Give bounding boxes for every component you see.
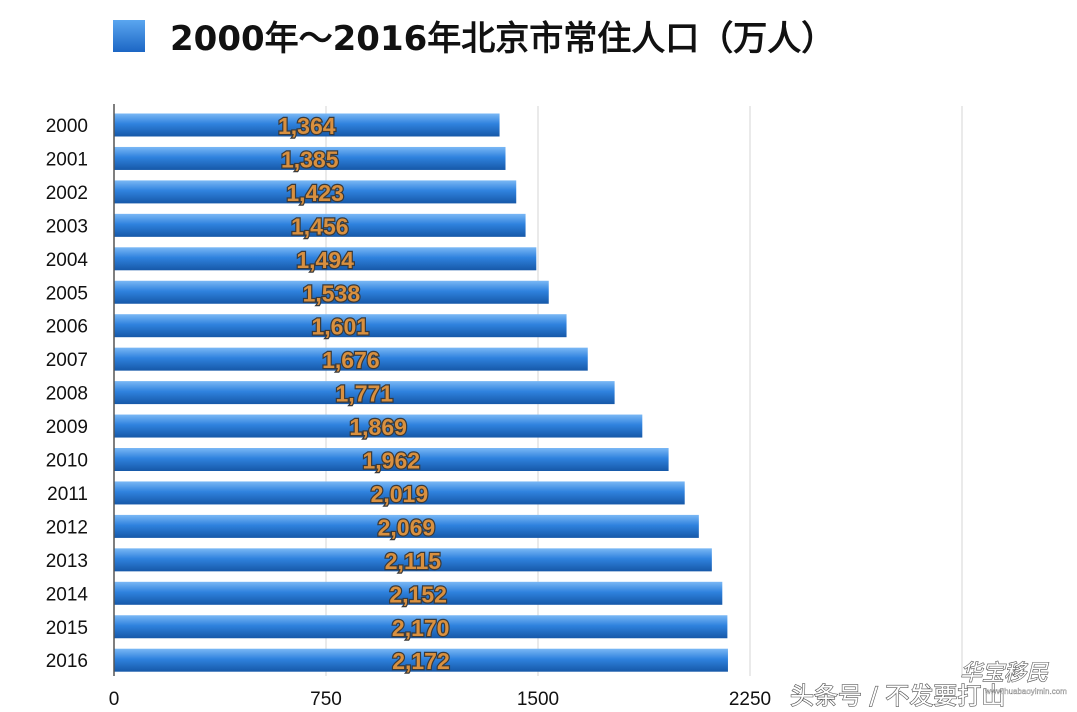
watermark-source-text: 头条号 / 不发要打山: [790, 682, 1005, 710]
data-label-2016: 2,172: [392, 648, 450, 674]
bar-2013: [114, 548, 712, 572]
bar-2002: [114, 180, 517, 204]
category-label-2011: 2011: [47, 484, 88, 505]
bar-2003: [114, 213, 526, 237]
category-label-2013: 2013: [46, 551, 88, 572]
x-tick-label-2250: 2250: [729, 689, 771, 710]
data-label-2010: 1,962: [363, 448, 421, 474]
data-label-2005: 1,538: [303, 280, 361, 306]
bar-2004: [114, 247, 537, 271]
data-label-2015: 2,170: [392, 615, 450, 641]
category-label-2009: 2009: [46, 417, 88, 438]
data-label-2011: 2,019: [371, 481, 429, 507]
bar-2006: [114, 314, 567, 338]
legend-swatch: [113, 20, 145, 52]
category-label-2004: 2004: [46, 250, 89, 271]
bar-2009: [114, 414, 643, 438]
bars: [114, 113, 728, 672]
data-label-2009: 1,869: [349, 414, 407, 440]
watermark: 头条号 / 不发要打山 华宝移民 www.huabaoyimin.com: [789, 660, 1067, 710]
bar-2016: [114, 648, 728, 672]
x-tick-label-1500: 1500: [517, 689, 559, 710]
data-label-2003: 1,456: [291, 213, 349, 239]
data-label-2002: 1,423: [286, 180, 344, 206]
bar-2007: [114, 347, 588, 371]
category-label-2001: 2001: [46, 149, 88, 170]
watermark-logo-url: www.huabaoyimin.com: [984, 687, 1067, 696]
category-label-2005: 2005: [46, 283, 88, 304]
bar-2008: [114, 381, 615, 405]
bar-2005: [114, 280, 549, 304]
data-labels: 1,364 1,385 1,423 1,456 1,494 1,538 1,601 1,676…: [277, 112, 451, 676]
category-label-2007: 2007: [46, 350, 88, 371]
x-tick-label-750: 750: [310, 689, 342, 710]
data-label-2006: 1,601: [311, 314, 369, 340]
watermark-logo-text: 华宝移民: [960, 661, 1049, 686]
category-label-2015: 2015: [46, 618, 88, 639]
bar-2014: [114, 581, 723, 605]
bar-2012: [114, 514, 699, 538]
bar-2000: [114, 113, 500, 137]
data-label-2013: 2,115: [385, 548, 441, 574]
bar-2011: [114, 481, 685, 505]
category-label-2008: 2008: [46, 384, 88, 405]
category-label-2003: 2003: [46, 216, 88, 237]
category-label-2006: 2006: [46, 317, 88, 338]
category-label-2010: 2010: [46, 451, 88, 472]
bar-2015: [114, 615, 728, 639]
data-label-2008: 1,771: [336, 381, 394, 407]
category-label-2016: 2016: [46, 651, 88, 672]
axes: 2000 2001 2002 2003 2004 2005 2006 2007 2008 2009…: [46, 104, 771, 710]
category-label-2012: 2012: [46, 517, 88, 538]
category-label-2002: 2002: [46, 183, 88, 204]
category-label-2000: 2000: [46, 116, 88, 137]
category-label-2014: 2014: [46, 584, 89, 605]
data-label-2012: 2,069: [378, 514, 436, 540]
x-tick-label-0: 0: [109, 689, 120, 710]
data-label-2007: 1,676: [322, 347, 380, 373]
data-label-2001: 1,385: [281, 146, 339, 172]
data-label-2004: 1,494: [296, 247, 354, 273]
bar-2010: [114, 448, 669, 471]
data-label-2000: 1,364: [278, 113, 336, 139]
chart-title: 2000年～2016年北京市常住人口（万人）: [170, 19, 835, 59]
data-label-2014: 2,152: [389, 581, 447, 607]
bar-2001: [114, 146, 506, 170]
